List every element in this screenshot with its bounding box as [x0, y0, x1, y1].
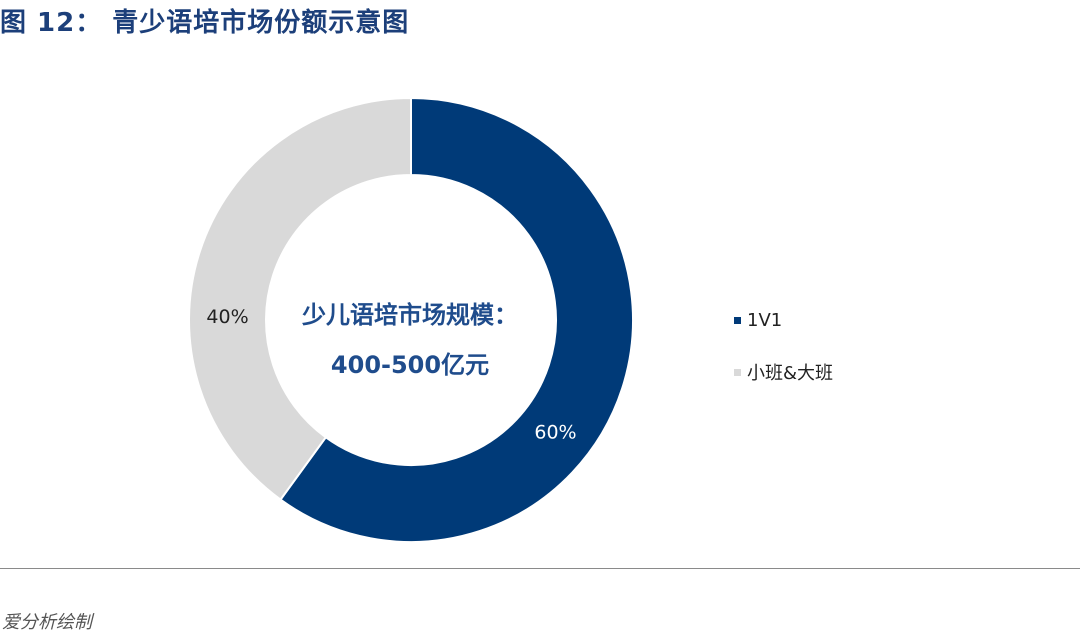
legend-label-group-class: 小班&大班 — [747, 363, 834, 384]
figure-title: 青少语培市场份额示意图 — [112, 8, 410, 38]
legend: 1V1 小班&大班 — [734, 305, 833, 409]
footer-divider — [0, 568, 1080, 569]
figure-number: 图 12： — [0, 8, 103, 38]
legend-label-1v1: 1V1 — [747, 309, 783, 331]
center-label: 少儿语培市场规模： 400-500亿元 — [268, 290, 552, 390]
legend-swatch-1v1 — [734, 316, 741, 324]
donut-slice-1 — [188, 96, 412, 501]
legend-item-1v1: 1V1 — [734, 305, 833, 335]
donut-slice-label-0: 60% — [534, 422, 576, 444]
legend-item-group-class: 小班&大班 — [734, 357, 833, 387]
center-label-line1: 少儿语培市场规模： — [302, 301, 518, 329]
chart-title: 图 12： 青少语培市场份额示意图 — [0, 2, 409, 39]
donut-slice-0 — [279, 96, 634, 543]
source-note: 爱分析绘制 — [2, 612, 92, 633]
legend-swatch-group-class — [734, 368, 741, 376]
center-label-line2: 400-500亿元 — [330, 351, 490, 379]
donut-slice-label-1: 40% — [206, 306, 248, 328]
